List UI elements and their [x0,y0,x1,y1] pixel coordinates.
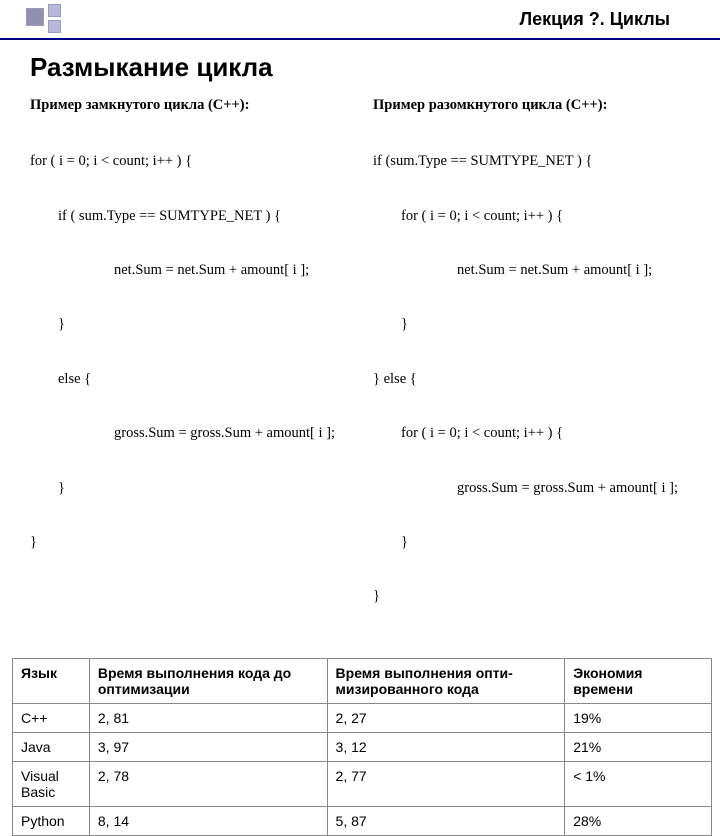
code-line: } else { [373,370,712,388]
cell-lang: Java [13,732,90,761]
cell-before: 2, 81 [89,703,327,732]
code-right: Пример разомкнутого цикла (С++): if (sum… [373,97,712,642]
cell-lang: Python [13,806,90,835]
cell-after: 3, 12 [327,732,565,761]
cell-save: < 1% [565,761,712,806]
cell-after: 2, 27 [327,703,565,732]
code-line: for ( i = 0; i < count; i++ ) { [30,152,369,170]
code-line: for ( i = 0; i < count; i++ ) { [373,424,712,442]
header-decoration [22,4,70,34]
cell-lang: Visual Basic [13,761,90,806]
code-line: for ( i = 0; i < count; i++ ) { [373,207,712,225]
performance-table: Язык Время выполнения кода до оптимизаци… [12,658,712,836]
code-line: gross.Sum = gross.Sum + amount[ i ]; [30,424,369,442]
table-row: Python 8, 14 5, 87 28% [13,806,712,835]
lecture-label: Лекция ?. Циклы [519,9,670,30]
code-line: } [30,533,369,551]
code-left-block: for ( i = 0; i < count; i++ ) { if ( sum… [30,116,369,587]
code-right-heading: Пример разомкнутого цикла (С++): [373,97,712,114]
code-line: } [30,479,369,497]
page-title: Размыкание цикла [0,40,720,97]
code-line: } [373,533,712,551]
cell-save: 28% [565,806,712,835]
code-line: net.Sum = net.Sum + amount[ i ]; [373,261,712,279]
table-row: Visual Basic 2, 78 2, 77 < 1% [13,761,712,806]
code-line: net.Sum = net.Sum + amount[ i ]; [30,261,369,279]
cell-save: 19% [565,703,712,732]
code-line: } [30,315,369,333]
performance-table-wrap: Язык Время выполнения кода до оптимизаци… [0,650,720,836]
table-row: С++ 2, 81 2, 27 19% [13,703,712,732]
col-save: Экономия времени [565,658,712,703]
code-line: } [373,315,712,333]
cell-before: 3, 97 [89,732,327,761]
code-line: if (sum.Type == SUMTYPE_NET ) { [373,152,712,170]
slide-header: Лекция ?. Циклы [0,0,720,40]
cell-save: 21% [565,732,712,761]
code-line: else { [30,370,369,388]
table-row: Java 3, 97 3, 12 21% [13,732,712,761]
code-columns: Пример замкнутого цикла (С++): for ( i =… [0,97,720,650]
cell-before: 2, 78 [89,761,327,806]
cell-lang: С++ [13,703,90,732]
cell-after: 5, 87 [327,806,565,835]
code-line: } [373,587,712,605]
table-header-row: Язык Время выполнения кода до оптимизаци… [13,658,712,703]
code-line: gross.Sum = gross.Sum + amount[ i ]; [373,479,712,497]
code-line: if ( sum.Type == SUMTYPE_NET ) { [30,207,369,225]
cell-after: 2, 77 [327,761,565,806]
col-before: Время выполнения кода до оптимизации [89,658,327,703]
code-left: Пример замкнутого цикла (С++): for ( i =… [30,97,369,642]
code-left-heading: Пример замкнутого цикла (С++): [30,97,369,114]
code-right-block: if (sum.Type == SUMTYPE_NET ) { for ( i … [373,116,712,642]
col-after: Время выполнения опти-мизированного кода [327,658,565,703]
col-lang: Язык [13,658,90,703]
cell-before: 8, 14 [89,806,327,835]
